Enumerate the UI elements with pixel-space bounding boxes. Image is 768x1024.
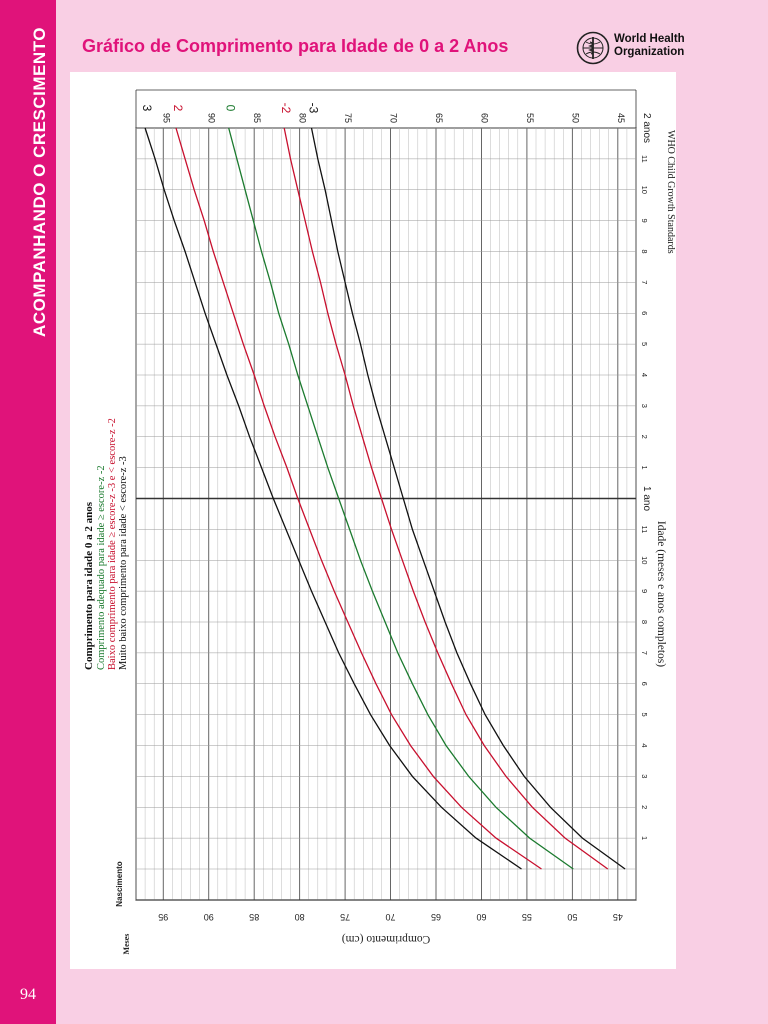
- age-tick-label: 6: [640, 311, 649, 315]
- curve-label: 2: [171, 105, 185, 112]
- length-tick-label-bottom: 60: [476, 912, 486, 922]
- length-tick-label-top: 90: [207, 113, 217, 123]
- growth-curve-z0: [228, 127, 574, 870]
- months-label: Meses: [122, 934, 131, 955]
- growth-curve-z2: [175, 127, 542, 870]
- age-tick-label: 1 ano: [641, 486, 652, 511]
- growth-curve-z-3: [310, 127, 626, 870]
- y-axis-title: Comprimento (cm): [342, 933, 431, 945]
- age-tick-label: 10: [640, 186, 649, 194]
- length-tick-label-bottom: 65: [431, 912, 441, 922]
- age-tick-label: Nascimento: [115, 861, 124, 906]
- age-tick-label: 9: [640, 219, 649, 223]
- length-tick-label-bottom: 90: [204, 912, 214, 922]
- legend-entry: Muito baixo comprimento para idade < esc…: [118, 456, 129, 670]
- growth-curve-z3: [144, 127, 522, 870]
- age-tick-label: 5: [640, 342, 649, 346]
- length-tick-label-bottom: 50: [567, 912, 577, 922]
- age-tick-label: 6: [640, 682, 649, 686]
- length-tick-label-top: 65: [434, 113, 444, 123]
- age-tick-label: 11: [640, 525, 649, 533]
- age-tick-label: 2 anos: [641, 113, 652, 143]
- growth-chart-panel: 45 45 50 50 55 55 60 60 65 65 70 70 75 75 80 80 85 85 90 90…: [70, 72, 676, 969]
- length-tick-label-top: 85: [252, 113, 262, 123]
- page-number: 94: [20, 986, 36, 1003]
- age-tick-label: 11: [640, 155, 649, 163]
- curve-label: -3: [306, 103, 320, 114]
- age-tick-label: 1: [640, 836, 649, 840]
- length-tick-label-top: 70: [389, 113, 399, 123]
- age-tick-label: 3: [640, 774, 649, 778]
- length-tick-label-top: 55: [525, 113, 535, 123]
- age-tick-label: 7: [640, 651, 649, 655]
- age-tick-label: 3: [640, 404, 649, 408]
- length-tick-label-top: 45: [616, 113, 626, 123]
- section-title: ACOMPANHANDO O CRESCIMENTO: [30, 27, 49, 337]
- length-tick-label-bottom: 80: [295, 912, 305, 922]
- legend-entry: Comprimento adequado para idade ≥ escore…: [96, 465, 107, 670]
- growth-curve-z-2: [283, 127, 609, 870]
- standard-label: WHO Child Growth Standards: [665, 130, 676, 254]
- age-tick-label: 8: [640, 620, 649, 624]
- length-tick-label-top: 75: [343, 113, 353, 123]
- age-tick-label: 1: [640, 466, 649, 470]
- length-tick-label-top: 50: [570, 113, 580, 123]
- org-name-line1: World Health: [614, 33, 685, 45]
- growth-chart: 4545505055556060656570707575808085859090…: [83, 89, 676, 955]
- age-tick-label: 8: [640, 249, 649, 253]
- age-tick-label: 2: [640, 435, 649, 439]
- age-tick-label: 10: [640, 556, 649, 564]
- length-tick-label-bottom: 55: [522, 912, 532, 922]
- age-tick-label: 4: [640, 743, 649, 747]
- length-tick-label-top: 60: [479, 113, 489, 123]
- length-tick-label-top: 95: [161, 113, 171, 123]
- curve-label: 3: [140, 105, 154, 112]
- age-tick-label: 5: [640, 713, 649, 717]
- legend-entry: Baixo comprimento para idade ≥ escore-z …: [107, 418, 118, 670]
- age-tick-label: 2: [640, 805, 649, 809]
- age-tick-label: 4: [640, 373, 649, 377]
- length-tick-label-bottom: 95: [158, 912, 168, 922]
- x-axis-title: Idade (meses e anos completos): [655, 521, 667, 667]
- organization-name: World Health Organization: [614, 33, 685, 59]
- length-tick-label-top: 80: [298, 113, 308, 123]
- length-tick-label-bottom: 85: [249, 912, 259, 922]
- org-name-line2: Organization: [614, 46, 685, 58]
- curve-label: 0: [224, 105, 238, 112]
- age-tick-label: 7: [640, 280, 649, 284]
- length-tick-label-bottom: 45: [613, 912, 623, 922]
- curve-label: -2: [279, 103, 293, 114]
- age-tick-label: 9: [640, 589, 649, 593]
- length-tick-label-bottom: 75: [340, 912, 350, 922]
- who-emblem-icon: [576, 31, 610, 65]
- length-tick-label-bottom: 70: [386, 912, 396, 922]
- page-title: Gráfico de Comprimento para Idade de 0 a…: [82, 36, 509, 56]
- sidebar-band: ACOMPANHANDO O CRESCIMENTO 94: [0, 0, 56, 1024]
- legend-title: Comprimento para idade 0 a 2 anos: [83, 501, 95, 670]
